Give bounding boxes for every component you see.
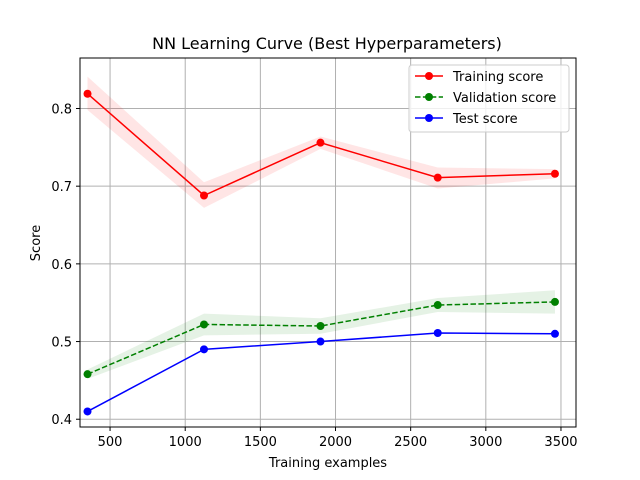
validation-score-legend-label: Validation score — [453, 91, 556, 106]
validation-score-legend-marker — [425, 93, 433, 101]
y-tick-label: 0.7 — [51, 180, 72, 195]
x-tick-label: 1000 — [169, 435, 202, 450]
training-score-point — [316, 138, 325, 147]
test-score-point — [550, 329, 559, 338]
x-tick-label: 2000 — [319, 435, 352, 450]
test-score-point — [200, 345, 208, 354]
x-tick-label: 3500 — [544, 435, 577, 450]
training-score-point — [200, 191, 208, 200]
validation-score-point — [550, 297, 559, 306]
plot-frame — [79, 57, 577, 428]
test-score-point — [83, 407, 92, 416]
y-tick-label: 0.4 — [51, 413, 72, 428]
legend: Training score Validation score Test score — [408, 64, 570, 133]
axis-ticks: 500 1000 1500 2000 2500 3000 3500 0.4 0.5 0.6 0.7 0… — [51, 102, 577, 450]
series-points — [83, 89, 559, 416]
test-score-legend-marker — [425, 114, 433, 122]
validation-score-point — [316, 322, 325, 331]
test-score-point — [433, 329, 442, 338]
y-tick-label: 0.5 — [51, 336, 72, 351]
training-score-point — [83, 89, 92, 98]
x-tick-label: 1500 — [244, 435, 277, 450]
validation-score-point — [83, 370, 92, 379]
y-tick-label: 0.6 — [51, 258, 72, 273]
validation-score-line — [87, 301, 555, 375]
x-tick-label: 2500 — [394, 435, 427, 450]
training-score-legend-marker — [425, 72, 433, 80]
validation-score-point — [200, 320, 208, 329]
validation-score-band — [87, 290, 555, 379]
test-score-point — [316, 337, 325, 346]
training-score-legend-label: Training score — [452, 70, 543, 85]
chart-title: NN Learning Curve (Best Hyperparameters) — [152, 34, 502, 53]
legend-box — [408, 64, 570, 133]
training-score-point — [433, 173, 442, 182]
x-tick-label: 3000 — [469, 435, 502, 450]
training-score-point — [550, 169, 559, 178]
y-tick-label: 0.8 — [51, 102, 72, 117]
x-axis-title: Training examples — [268, 456, 387, 471]
y-axis-title: Score — [29, 225, 44, 261]
test-score-legend-label: Test score — [452, 112, 518, 127]
validation-score-point — [433, 301, 442, 310]
x-tick-label: 500 — [98, 435, 123, 450]
